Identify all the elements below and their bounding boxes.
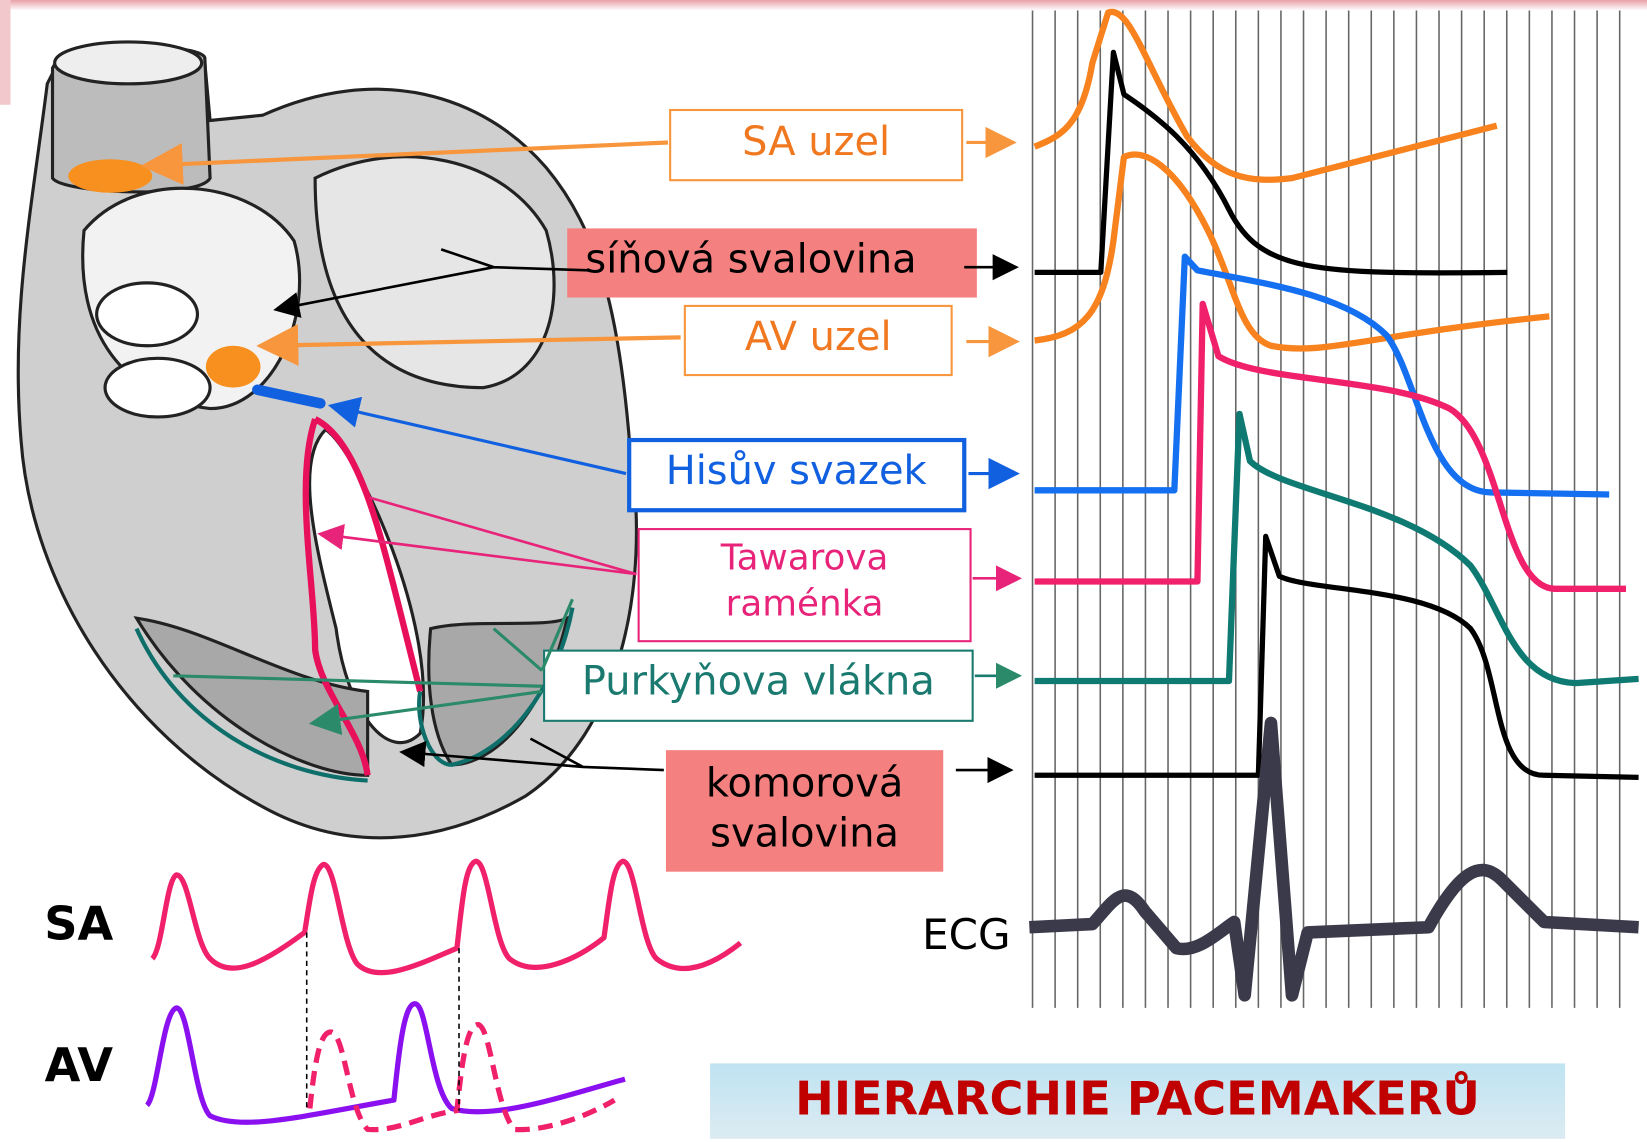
av-pacemaker (147, 1004, 625, 1123)
sa-node (68, 159, 152, 193)
side-band (0, 0, 11, 105)
trace-label: SA (44, 897, 113, 951)
sa-pacemaker (152, 861, 740, 972)
top-band (0, 0, 1647, 10)
label: AV uzel (745, 314, 892, 360)
label: raménka (726, 584, 884, 625)
label: síňová svalovina (585, 236, 916, 282)
ventricle-trace (1035, 536, 1639, 777)
sa-trace (1035, 12, 1497, 180)
action-potentials (1029, 12, 1638, 995)
trace-label: ECG (922, 910, 1010, 959)
atrial-trace (1035, 52, 1508, 272)
label: SA uzel (742, 119, 890, 165)
label: Purkyňova vlákna (582, 659, 935, 705)
title: HIERARCHIE PACEMAKERŮ (795, 1071, 1480, 1126)
av-trace (1035, 155, 1550, 349)
av-latent (310, 1025, 615, 1130)
purkinje-trace (1035, 414, 1639, 683)
page: SA uzel síňová svalovina AV uzel Hisův s… (0, 0, 1647, 1142)
ecg-trace (1029, 723, 1638, 995)
slide: SA uzel síňová svalovina AV uzel Hisův s… (0, 0, 1647, 1142)
trace-label: AV (45, 1038, 114, 1092)
his-trace (1035, 257, 1610, 495)
label: Hisův svazek (666, 448, 927, 494)
label: komorová (706, 760, 903, 806)
pacemaker-traces (147, 861, 740, 1129)
label: Tawarova (720, 538, 889, 579)
label: svalovina (710, 811, 899, 857)
av-node (206, 346, 261, 388)
